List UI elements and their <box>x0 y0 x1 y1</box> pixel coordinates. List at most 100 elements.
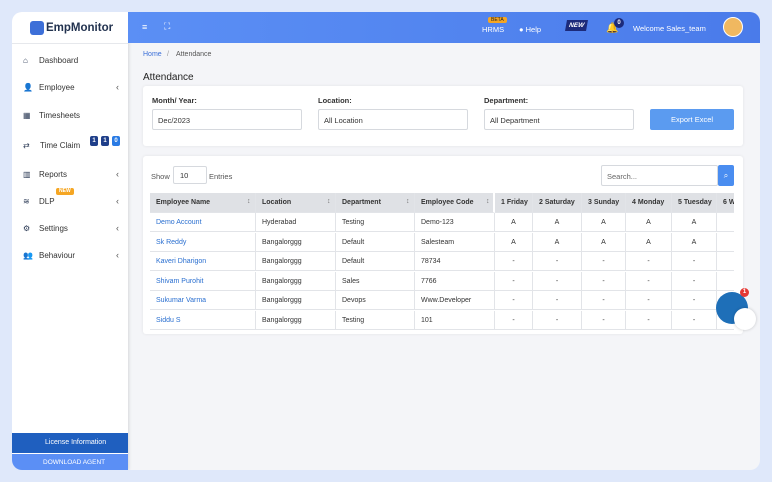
table-cell: A <box>672 233 717 252</box>
table-cell: - <box>582 291 626 310</box>
logo: EmpMonitor <box>46 22 113 34</box>
menu-icon[interactable]: ≡ <box>142 22 147 32</box>
assistant-icon[interactable] <box>734 308 756 330</box>
column-header: 3 Sunday <box>582 193 626 213</box>
column-header: 4 Monday <box>626 193 672 213</box>
table-cell: - <box>582 311 626 330</box>
table-cell[interactable]: Siddu S <box>150 311 256 330</box>
table-cell: Bangalorggg <box>256 291 336 310</box>
license-text[interactable]: License Information <box>45 439 106 446</box>
table-cell[interactable]: Demo Account <box>150 213 256 232</box>
dlp-new-badge: NEW <box>56 188 74 195</box>
table-cell: A <box>672 213 717 232</box>
table-cell[interactable]: Shivam Purohit <box>150 272 256 291</box>
sidebar-item[interactable]: Employee <box>39 83 75 92</box>
table-cell[interactable]: Sukumar Varma <box>150 291 256 310</box>
sort-icon[interactable]: ↕ <box>247 198 251 205</box>
entries-select[interactable]: 10 <box>173 166 207 184</box>
search-button[interactable]: ⌕ <box>718 165 734 186</box>
table-cell: - <box>626 272 672 291</box>
department-label: Department: <box>484 96 528 105</box>
table-cell: 78734 <box>415 252 495 271</box>
time-claim-badge: 0 <box>112 136 120 146</box>
table-cell: Salesteam <box>415 233 495 252</box>
sort-icon[interactable]: ↕ <box>406 198 410 205</box>
table-cell[interactable]: Kaveri Dharigon <box>150 252 256 271</box>
location-select[interactable]: All Location <box>318 109 468 130</box>
help-text[interactable]: Help <box>526 25 541 34</box>
table-cell: - <box>533 291 582 310</box>
table-cell: 101 <box>415 311 495 330</box>
breadcrumb-current: Attendance <box>176 51 211 58</box>
table-cell: - <box>672 252 717 271</box>
sidebar-icon[interactable]: ▦ <box>23 111 31 120</box>
fullscreen-icon[interactable]: ⛶ <box>164 21 170 32</box>
table-cell: A <box>533 213 582 232</box>
time-claim-badge: 1 <box>90 136 98 146</box>
sidebar-icon[interactable]: ⚙ <box>23 224 30 233</box>
hrms-link[interactable]: HRMS <box>482 25 504 34</box>
topbar: ≡ ⛶ BETA HRMS ● Help NEW 🔔 0 Welcome Sal… <box>128 12 760 43</box>
column-header[interactable]: Employee Code <box>415 193 495 213</box>
new-badge[interactable]: NEW <box>565 20 588 31</box>
logo-icon <box>30 21 44 35</box>
sidebar-item[interactable]: DLP <box>39 197 55 206</box>
chat-badge: 1 <box>740 288 749 297</box>
sidebar-icon[interactable]: ≋ <box>23 197 30 206</box>
table-cell[interactable]: Sk Reddy <box>150 233 256 252</box>
column-header: 5 Tuesday <box>672 193 717 213</box>
sidebar-icon[interactable]: ▥ <box>23 170 31 179</box>
breadcrumb-home[interactable]: Home <box>143 51 162 58</box>
table-cell-empty <box>717 272 734 291</box>
table-cell: - <box>626 311 672 330</box>
sidebar-icon[interactable]: 👥 <box>23 251 33 260</box>
table-cell: - <box>582 272 626 291</box>
sidebar-icon[interactable]: ⌂ <box>23 56 28 65</box>
search-input[interactable]: Search... <box>601 165 718 186</box>
table-cell: - <box>495 252 533 271</box>
sort-icon[interactable]: ↕ <box>486 198 490 205</box>
help-link[interactable]: ● Help <box>519 25 541 34</box>
sidebar-item[interactable]: Time Claim <box>40 141 80 150</box>
column-header[interactable]: Location <box>256 193 336 213</box>
divider <box>12 43 128 44</box>
chevron: ‹ <box>116 82 119 92</box>
table-cell: - <box>672 272 717 291</box>
table-cell: Hyderabad <box>256 213 336 232</box>
table-cell: Default <box>336 252 415 271</box>
table-cell: Default <box>336 233 415 252</box>
avatar[interactable] <box>723 17 743 37</box>
export-button[interactable]: Export Excel <box>650 109 734 130</box>
table-cell: - <box>672 311 717 330</box>
table-cell: Demo-123 <box>415 213 495 232</box>
sidebar-item[interactable]: Dashboard <box>39 56 78 65</box>
sidebar-item[interactable]: Settings <box>39 224 68 233</box>
chevron: ‹ <box>116 223 119 233</box>
month-input[interactable]: Dec/2023 <box>152 109 302 130</box>
column-header[interactable]: Department <box>336 193 415 213</box>
chevron: ‹ <box>116 196 119 206</box>
breadcrumb-separator: / <box>167 51 169 58</box>
sort-icon[interactable]: ↕ <box>327 198 331 205</box>
table-cell-empty <box>717 252 734 271</box>
sidebar-item[interactable]: Timesheets <box>39 111 80 120</box>
time-claim-badge: 1 <box>101 136 109 146</box>
column-header[interactable]: Employee Name <box>150 193 256 213</box>
sidebar-item[interactable]: Behaviour <box>39 251 75 260</box>
table-cell: - <box>495 272 533 291</box>
department-select[interactable]: All Department <box>484 109 634 130</box>
sidebar-item[interactable]: Reports <box>39 170 67 179</box>
download-text[interactable]: DOWNLOAD AGENT <box>43 459 105 466</box>
table-cell: Bangalorggg <box>256 252 336 271</box>
chevron: ‹ <box>116 250 119 260</box>
table-cell-empty <box>717 233 734 252</box>
table-cell: A <box>626 213 672 232</box>
table-cell: A <box>626 233 672 252</box>
column-header: 1 Friday <box>495 193 533 213</box>
table-cell: Www.Developer <box>415 291 495 310</box>
table-cell: A <box>582 233 626 252</box>
sidebar-icon[interactable]: ⇄ <box>23 141 30 150</box>
table-cell: 7766 <box>415 272 495 291</box>
sidebar-icon[interactable]: 👤 <box>23 83 33 92</box>
location-label: Location: <box>318 96 352 105</box>
